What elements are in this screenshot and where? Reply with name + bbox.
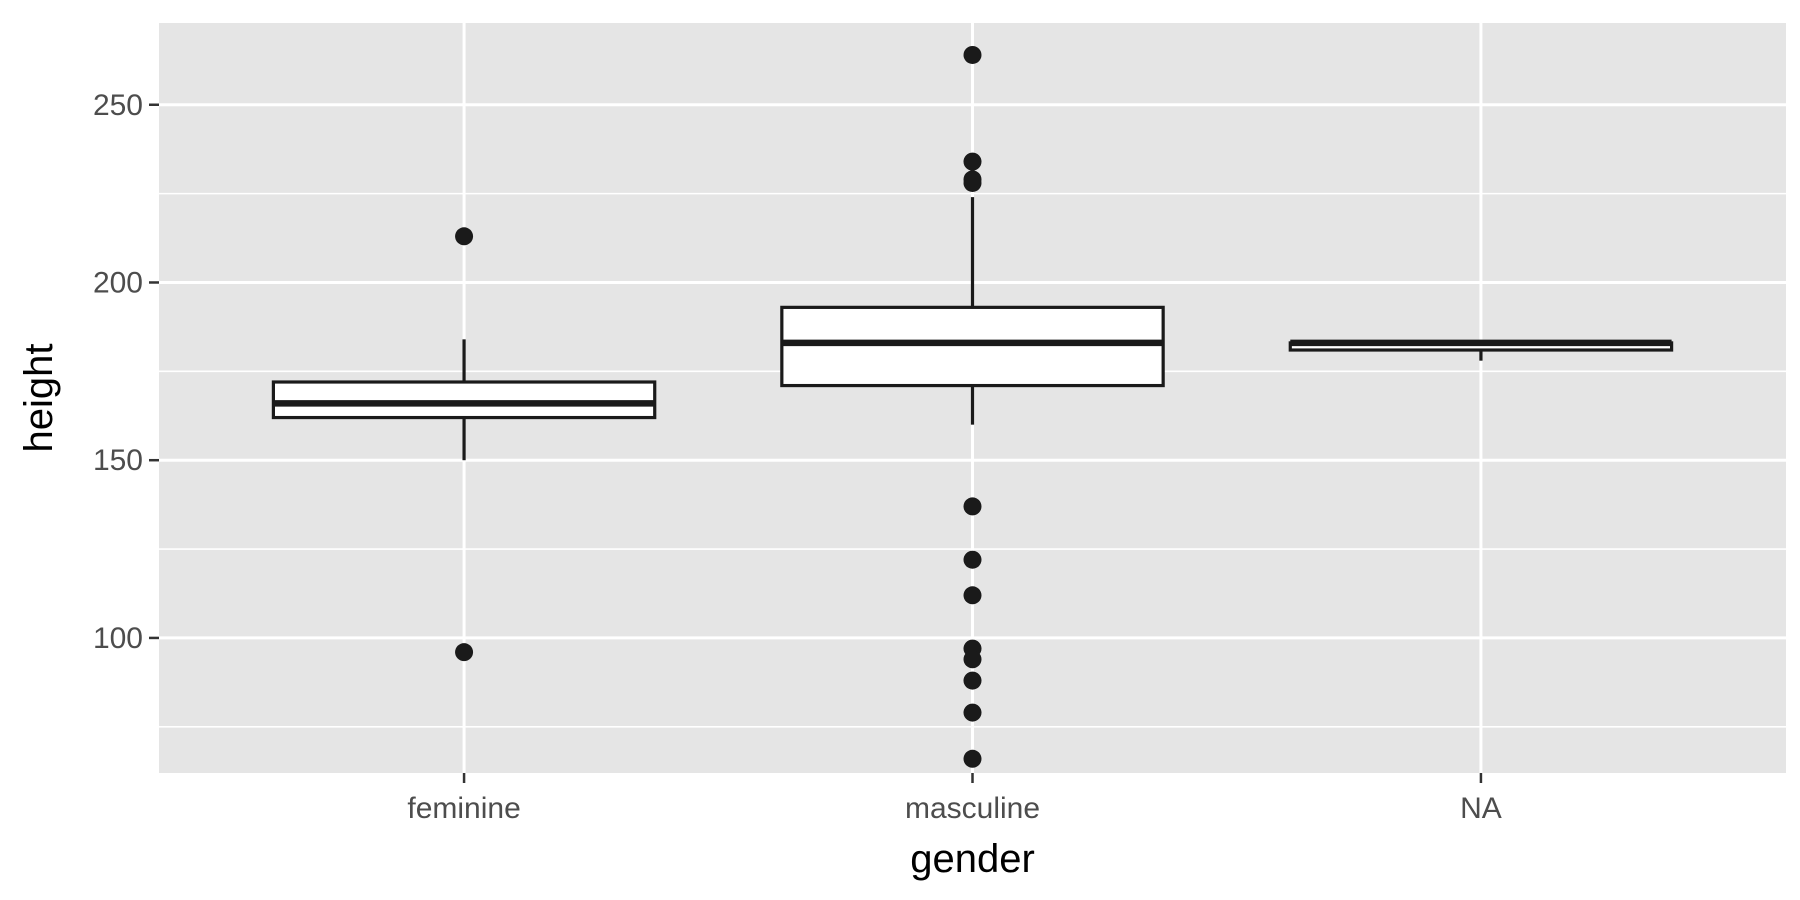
outlier-point: [963, 45, 982, 64]
outlier-point: [963, 152, 982, 171]
y-tick-label: 200: [93, 266, 143, 299]
outlier-point: [455, 227, 474, 246]
box-feminine: [271, 227, 657, 662]
outlier-point: [963, 173, 982, 192]
box-na: [1288, 339, 1674, 361]
x-tick-label: masculine: [905, 792, 1040, 825]
x-axis: feminine masculine NA: [407, 773, 1502, 825]
y-tick-label: 100: [93, 622, 143, 655]
x-axis-title: gender: [910, 837, 1035, 881]
x-tick-label: feminine: [407, 792, 520, 825]
outlier-point: [963, 550, 982, 569]
y-axis: 100 150 200 250: [93, 89, 159, 655]
y-axis-title: height: [17, 344, 61, 453]
y-tick-label: 150: [93, 444, 143, 477]
outlier-point: [455, 643, 474, 662]
box-iqr: [780, 305, 1165, 388]
outlier-point: [963, 749, 982, 768]
outlier-point: [963, 650, 982, 669]
outlier-point: [963, 703, 982, 722]
box-masculine: [780, 45, 1165, 768]
y-tick-label: 250: [93, 89, 143, 122]
box-iqr: [271, 380, 657, 420]
outlier-point: [963, 671, 982, 690]
outlier-point: [963, 497, 982, 516]
outlier-point: [963, 586, 982, 605]
box-series: [271, 45, 1674, 768]
x-tick-label: NA: [1460, 792, 1502, 825]
